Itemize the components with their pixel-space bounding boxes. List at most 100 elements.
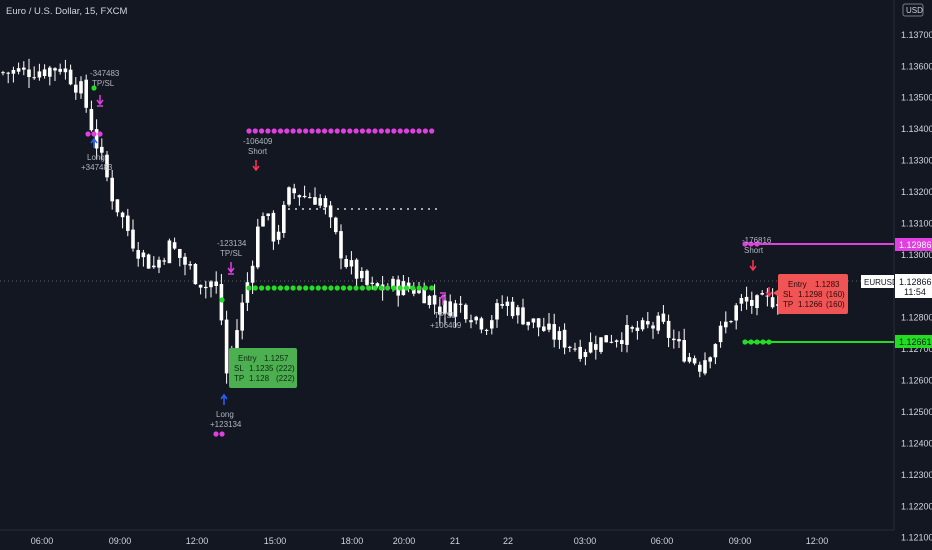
candle-body: [214, 281, 218, 286]
candle-body: [531, 318, 536, 323]
entry-short-sl-pips: (160): [826, 290, 845, 299]
candle-body: [323, 198, 328, 208]
candle-body: [141, 252, 146, 258]
arrow-down-icon: [96, 95, 104, 107]
candle-body: [640, 320, 645, 330]
candle-body: [578, 346, 582, 359]
indicator-dot: [391, 285, 397, 291]
candle-body: [282, 204, 286, 233]
candle-body: [240, 302, 244, 331]
arrow-down-icon: [765, 287, 773, 298]
candle-body: [661, 313, 666, 322]
y-tick-label: 1.12400: [901, 438, 932, 448]
entry-long-tp: 1.128: [249, 374, 270, 383]
candle-body: [474, 316, 478, 321]
candle-body: [599, 337, 603, 352]
candle-body: [547, 323, 551, 330]
candle-body: [516, 307, 520, 316]
entry-short-tp-pips: (160): [826, 300, 845, 309]
indicator-dot: [416, 128, 422, 134]
candle-body: [401, 281, 406, 296]
symbol-badge: EURUSD: [861, 275, 898, 288]
entry-short-tp-label: TP: [783, 300, 793, 309]
indicator-dot: [91, 85, 97, 91]
y-tick-label: 1.12800: [901, 313, 932, 323]
indicator-dot: [219, 297, 225, 303]
candle-body: [760, 293, 764, 295]
x-tick-label: 20:00: [393, 536, 416, 546]
candle-body: [698, 364, 702, 372]
candle-body: [48, 67, 52, 77]
candle-body: [614, 340, 619, 342]
entry-long-value: 1.1257: [264, 354, 289, 363]
annotation-short2-num: -176816: [742, 236, 772, 245]
candle-body: [287, 187, 291, 205]
indicator-dot: [290, 128, 296, 134]
indicator-dot: [271, 128, 277, 134]
annotation-long1-label: Long: [87, 153, 105, 162]
arrow-down-icon: [252, 160, 260, 172]
indicator-dot: [303, 285, 309, 291]
candle-body: [370, 282, 374, 284]
candle-body: [594, 344, 598, 350]
candle-body: [224, 319, 229, 374]
candle-body: [115, 199, 120, 213]
indicator-dot: [429, 128, 435, 134]
candle-body: [588, 342, 593, 353]
candle-body: [776, 304, 780, 306]
indicator-dot: [347, 128, 353, 134]
candle-body: [266, 213, 270, 216]
candle-body: [770, 297, 775, 308]
last-price-countdown: 11:54: [904, 287, 926, 297]
indicator-dot: [246, 285, 252, 291]
candle-body: [729, 321, 733, 323]
entry-box-long: Entry 1.1257 SL 1.1235 (222) TP 1.128 (2…: [229, 348, 297, 388]
candle-body: [302, 195, 307, 198]
candle-body: [672, 338, 676, 341]
y-tick-label: 1.12700: [901, 344, 932, 354]
annotation-short1-label: Short: [248, 147, 268, 156]
indicator-dot: [296, 285, 302, 291]
indicator-dot: [259, 285, 265, 291]
indicator-dot: [410, 128, 416, 134]
annotation-tp2-label: TP/SL: [434, 311, 457, 320]
candle-body: [37, 71, 42, 78]
candle-body: [354, 259, 359, 279]
indicator-dot: [334, 128, 340, 134]
indicator-dot: [385, 285, 391, 291]
candle-body: [63, 68, 68, 73]
indicator-dot: [353, 285, 359, 291]
indicator-dot: [309, 128, 315, 134]
candle-body: [443, 300, 447, 314]
indicator-dot: [347, 285, 353, 291]
indicator-dot: [322, 128, 328, 134]
symbol-label: EURUSD: [864, 278, 898, 287]
indicator-dot: [378, 128, 384, 134]
y-tick-label: 1.13100: [901, 218, 932, 228]
candle-body: [318, 198, 322, 206]
currency-badge: USD: [902, 3, 924, 17]
candle-body: [193, 264, 198, 285]
candle-body: [750, 300, 754, 306]
indicator-dot: [284, 128, 290, 134]
candles: [1, 58, 780, 384]
indicator-dot: [385, 128, 391, 134]
y-tick-label: 1.13600: [901, 61, 932, 71]
candle-body: [734, 305, 738, 321]
indicator-dot: [91, 131, 97, 137]
candle-body: [27, 69, 31, 77]
candle-body: [609, 341, 614, 343]
candle-body: [495, 303, 499, 320]
candle-body: [198, 284, 203, 288]
entry-long-sl-pips: (222): [276, 364, 295, 373]
candle-body: [458, 303, 463, 305]
candle-body: [713, 344, 718, 358]
candle-body: [718, 325, 723, 343]
candle-body: [765, 295, 770, 297]
candle-body: [557, 331, 562, 340]
indicator-dot: [97, 131, 103, 137]
candle-body: [744, 296, 749, 302]
target-level-value: 1.12661: [899, 337, 932, 347]
